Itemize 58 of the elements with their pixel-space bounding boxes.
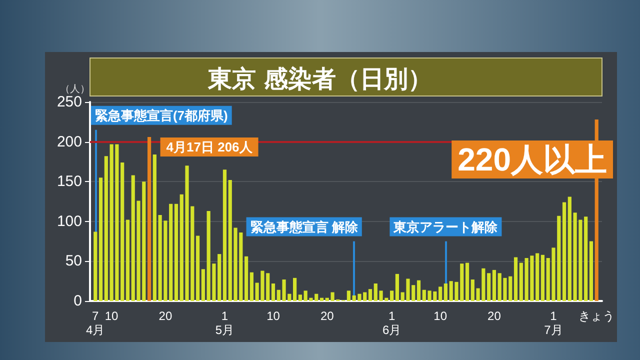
annotation: 220人以上 [458, 142, 607, 178]
bar [390, 290, 394, 301]
y-tick-label: 150 [56, 173, 82, 190]
bar [487, 273, 491, 301]
bar [201, 269, 205, 301]
bar [244, 256, 248, 301]
bar [584, 216, 588, 301]
x-tick-label: 20 [488, 309, 502, 323]
bar [298, 294, 302, 301]
bar [126, 220, 130, 301]
bar [514, 257, 518, 301]
x-tick-label: 1 6月 [382, 309, 402, 337]
x-tick-label: 10 [434, 309, 448, 323]
y-tick-label: 250 [56, 94, 82, 110]
bar [174, 204, 178, 301]
x-tick-label: 20 [320, 309, 334, 323]
y-tick-label: 50 [65, 252, 82, 270]
bar [104, 156, 108, 301]
bar [536, 253, 540, 301]
bar [98, 178, 103, 301]
bar [320, 298, 324, 301]
annotation: 4月17日 206人 [166, 140, 254, 155]
y-tick-label: 0 [74, 292, 82, 310]
x-tick-label: 1 7月 [544, 309, 563, 337]
bar [271, 283, 276, 301]
y-tick-label: 100 [56, 212, 82, 230]
bar [120, 162, 124, 301]
bar [568, 196, 572, 301]
bar [416, 280, 421, 301]
bar [147, 137, 152, 301]
bar [346, 290, 350, 301]
x-tick-label: きょう [578, 309, 615, 323]
y-tick-label: 200 [56, 133, 82, 150]
bar [94, 232, 98, 301]
x-tick-label: 1 5月 [215, 309, 234, 337]
bar [562, 202, 566, 301]
x-tick-label: 10 [104, 309, 119, 323]
bar [444, 283, 448, 301]
bar [589, 241, 594, 301]
bar [250, 272, 254, 301]
bar [196, 236, 200, 301]
bar [293, 278, 297, 301]
bar [540, 254, 545, 301]
bar [438, 286, 442, 301]
y-axis-title: （人） [60, 84, 90, 96]
bar [152, 154, 156, 301]
bar [368, 289, 372, 301]
ref-line-label: 緊急事態宣言(7都府県) [94, 108, 228, 123]
ref-line-label: 緊急事態宣言 解除 [250, 219, 359, 234]
x-tick-label: 20 [158, 309, 172, 323]
bar [492, 270, 496, 301]
bar [222, 170, 227, 301]
x-tick-label: 10 [266, 309, 280, 323]
x-tick-label: 7 4月 [86, 309, 105, 337]
bar [465, 262, 470, 301]
bar [395, 274, 399, 301]
ref-line-label: 東京アラート解除 [392, 219, 499, 234]
chart-title: 東京 感染者（日別） [206, 65, 432, 93]
